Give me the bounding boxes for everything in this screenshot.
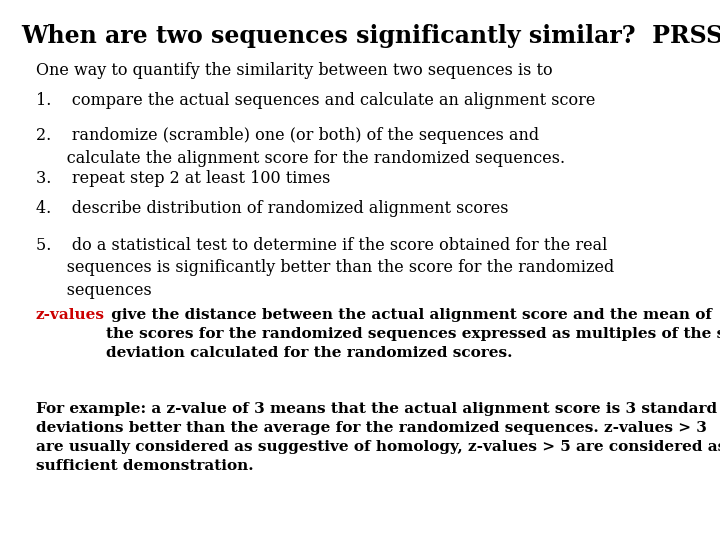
Text: 5.    do a statistical test to determine if the score obtained for the real
    : 5. do a statistical test to determine if…	[36, 237, 614, 299]
Text: give the distance between the actual alignment score and the mean of
the scores : give the distance between the actual ali…	[107, 308, 720, 360]
Text: 2.    randomize (scramble) one (or both) of the sequences and
      calculate th: 2. randomize (scramble) one (or both) of…	[36, 127, 565, 167]
Text: 3.    repeat step 2 at least 100 times: 3. repeat step 2 at least 100 times	[36, 170, 330, 187]
Text: 1.    compare the actual sequences and calculate an alignment score: 1. compare the actual sequences and calc…	[36, 92, 595, 109]
Text: One way to quantify the similarity between two sequences is to: One way to quantify the similarity betwe…	[36, 62, 553, 79]
Text: 4.    describe distribution of randomized alignment scores: 4. describe distribution of randomized a…	[36, 200, 508, 217]
Text: z-values: z-values	[36, 308, 105, 322]
Text: When are two sequences significantly similar?  PRSS: When are two sequences significantly sim…	[22, 24, 720, 48]
Text: For example: a z-value of 3 means that the actual alignment score is 3 standard
: For example: a z-value of 3 means that t…	[36, 402, 720, 473]
